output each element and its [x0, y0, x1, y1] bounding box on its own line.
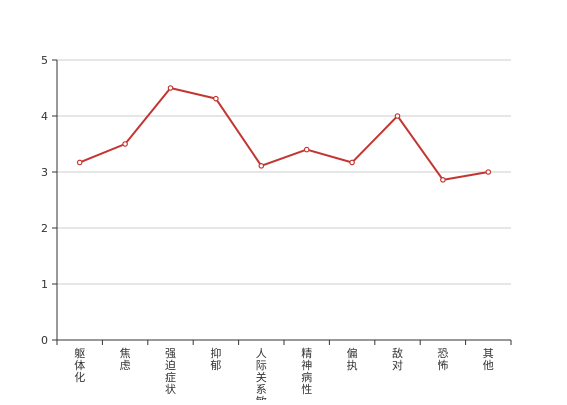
x-tick-label-3: 抑郁	[210, 346, 221, 372]
x-tick-label-9: 其他	[483, 347, 494, 372]
x-tick-char: 郁	[210, 358, 221, 372]
x-tick-label-2: 强迫症状	[165, 347, 176, 396]
y-tick-label-5: 5	[41, 54, 48, 67]
series-layer	[76, 85, 492, 183]
data-point-0	[76, 159, 83, 166]
axes	[52, 59, 512, 345]
x-tick-char: 迫	[165, 358, 176, 372]
y-tick-label-4: 4	[41, 110, 48, 123]
x-tick-char: 敌	[392, 346, 403, 360]
x-tick-label-1: 焦虑	[120, 347, 131, 372]
x-tick-label-7: 敌对	[392, 346, 403, 372]
x-tick-char: 精	[301, 347, 312, 360]
series-line	[79, 87, 489, 181]
axis-labels: 0 1 2 3 4 5 躯体化 焦虑 强迫症状 抑郁 人际关系敏感 精神病性 偏执 敌对 恐怖 其他	[41, 54, 494, 405]
x-tick-char: 其	[483, 347, 494, 360]
x-tick-char: 躯	[74, 347, 85, 360]
x-tick-char: 恐	[437, 347, 448, 360]
x-tick-char: 强	[165, 347, 176, 360]
x-tick-char: 人	[256, 347, 267, 360]
x-tick-char: 对	[392, 358, 403, 372]
x-tick-char: 偏	[347, 346, 358, 360]
x-tick-char: 神	[301, 358, 312, 372]
x-tick-char: 抑	[210, 346, 221, 360]
data-point-4	[258, 163, 265, 169]
data-point-8	[440, 177, 446, 183]
x-tick-char: 状	[165, 382, 176, 396]
y-tick-label-1: 1	[41, 278, 48, 291]
data-point-2	[167, 85, 174, 91]
y-tick-label-3: 3	[41, 166, 48, 179]
x-tick-char: 他	[483, 359, 494, 372]
x-tick-char: 系	[256, 383, 267, 396]
data-point-5	[303, 146, 310, 153]
x-tick-char: 症	[165, 370, 176, 384]
x-tick-label-0: 躯体化	[74, 347, 85, 384]
gridlines	[57, 59, 511, 285]
x-tick-char: 际	[256, 359, 267, 372]
x-tick-char: 敏	[256, 394, 267, 400]
x-tick-label-6: 偏执	[347, 346, 358, 372]
data-point-7	[394, 113, 401, 119]
x-tick-label-5: 精神病性	[301, 347, 312, 396]
x-tick-char: 病	[301, 370, 312, 384]
x-tick-char: 怖	[437, 358, 448, 372]
x-tick-label-8: 恐怖	[437, 347, 448, 372]
x-tick-char: 体	[74, 358, 85, 372]
x-tick-label-4: 人际关系敏感	[256, 347, 267, 400]
data-point-1	[122, 141, 128, 147]
y-tick-label-0: 0	[41, 334, 48, 347]
x-tick-char: 关	[256, 370, 267, 384]
x-tick-char: 化	[74, 370, 85, 384]
x-tick-char: 虑	[120, 359, 131, 372]
y-tick-label-2: 2	[41, 222, 48, 235]
x-tick-char: 性	[301, 382, 312, 396]
x-tick-char: 焦	[120, 347, 131, 360]
x-tick-char: 执	[347, 358, 358, 372]
data-point-6	[349, 159, 355, 166]
data-point-9	[485, 169, 492, 175]
data-point-3	[213, 95, 219, 102]
